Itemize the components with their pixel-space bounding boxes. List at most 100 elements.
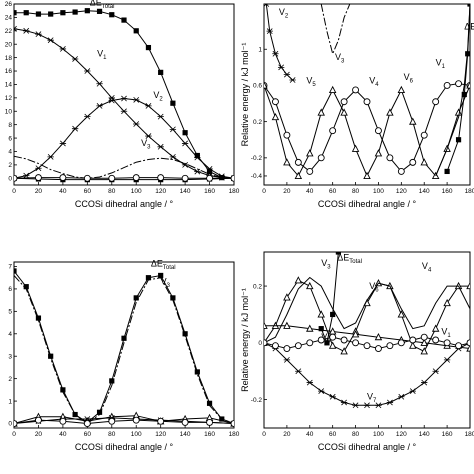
data-point: [169, 153, 177, 160]
y-tick-label: 7: [8, 264, 12, 271]
data-point: [182, 130, 188, 136]
data-point: [340, 98, 348, 106]
data-point: [409, 336, 417, 344]
data-point: [306, 324, 314, 332]
data-point: [306, 339, 314, 347]
series-annotation: V1: [97, 48, 107, 61]
data-point: [283, 158, 291, 166]
data-point: [158, 272, 164, 279]
data-point: [264, 339, 268, 347]
series-annotation: V2: [153, 90, 163, 103]
data-point: [108, 97, 115, 104]
data-point: [35, 31, 42, 38]
data-point: [120, 108, 128, 115]
data-point: [374, 149, 383, 157]
annotation-subscript: 3: [327, 265, 331, 271]
x-tick-label: 100: [131, 188, 142, 195]
x-tick-label: 100: [131, 431, 142, 438]
x-tick-label: 20: [35, 188, 43, 195]
data-point: [443, 339, 451, 347]
data-point: [157, 174, 165, 182]
data-point: [83, 174, 91, 182]
series-group: [264, 252, 470, 409]
data-point: [398, 393, 405, 400]
series-group: [264, 4, 470, 180]
data-point: [84, 8, 90, 14]
data-point: [206, 168, 213, 175]
series-annotation: V1: [441, 326, 451, 339]
series-line-2: [14, 28, 234, 179]
y-tick-label: 22: [5, 28, 13, 35]
data-point: [306, 149, 314, 157]
data-point: [96, 80, 103, 87]
data-point: [351, 144, 360, 152]
x-axis-title: CCOSi dihedral angle / °: [318, 442, 417, 452]
data-point: [317, 336, 325, 344]
y-tick-label: 4: [8, 331, 12, 338]
x-tick-label: 160: [442, 431, 453, 438]
x-tick-label: 180: [465, 188, 474, 195]
data-point: [397, 167, 405, 175]
data-point: [352, 86, 360, 94]
data-point: [454, 108, 463, 116]
x-tick-label: 80: [108, 188, 116, 195]
data-point: [352, 339, 360, 347]
data-point: [306, 281, 314, 290]
data-point: [409, 341, 417, 349]
x-tick-label: 120: [396, 431, 407, 438]
x-tick-label: 180: [229, 188, 240, 195]
annotation-subscript: 4: [428, 268, 432, 274]
data-point: [145, 44, 152, 51]
data-point: [295, 368, 302, 375]
series-line-3: [14, 415, 234, 424]
data-point: [324, 340, 330, 346]
y-axis-title: Relative energy / kJ mol⁻¹: [240, 288, 250, 392]
annotation-subscript: 1: [447, 333, 451, 339]
series-annotation: V4: [369, 76, 379, 89]
chart-panel-4: 0 20 40 60 80 100 120 140 160 180 -0.2 0 0.2 CCOSi di…: [240, 251, 474, 452]
x-tick-label: 140: [419, 188, 430, 195]
data-point: [23, 172, 30, 179]
data-point: [157, 113, 164, 120]
data-point: [374, 127, 382, 135]
data-point: [14, 420, 18, 427]
x-tick-label: 80: [108, 431, 116, 438]
x-tick-label: 40: [306, 431, 314, 438]
data-point: [375, 402, 382, 409]
x-tick-label: 140: [180, 431, 191, 438]
data-point: [48, 353, 54, 359]
y-tick-label: 0: [8, 421, 12, 428]
series-line-4: [320, 4, 351, 56]
data-point: [14, 10, 17, 16]
data-point: [444, 168, 450, 175]
x-tick-label: 100: [373, 188, 384, 195]
series-line-2: [14, 275, 234, 425]
series-line-3: [264, 276, 470, 344]
x-tick-label: 60: [329, 188, 337, 195]
data-point: [397, 310, 406, 318]
data-point: [409, 117, 417, 125]
data-point: [59, 174, 67, 182]
x-tick-label: 180: [465, 431, 474, 438]
y-tick-label: 0.6: [253, 83, 262, 90]
data-point: [443, 81, 451, 89]
data-point: [271, 112, 280, 121]
data-point: [455, 80, 463, 88]
data-point: [206, 166, 213, 172]
data-point: [34, 416, 42, 424]
data-point: [465, 51, 470, 57]
data-point: [283, 356, 291, 363]
data-point: [272, 50, 279, 57]
annotation-subscript: 3: [147, 145, 151, 151]
x-tick-label: 20: [283, 188, 291, 195]
x-tick-label: 160: [442, 188, 453, 195]
x-tick-label: 160: [204, 431, 215, 438]
data-point: [35, 315, 42, 321]
data-point: [432, 336, 440, 344]
y-tick-label: -0.2: [251, 397, 263, 404]
data-point: [306, 167, 314, 175]
series-annotation: V5: [306, 76, 316, 89]
data-point: [47, 37, 54, 44]
data-point: [271, 342, 279, 350]
